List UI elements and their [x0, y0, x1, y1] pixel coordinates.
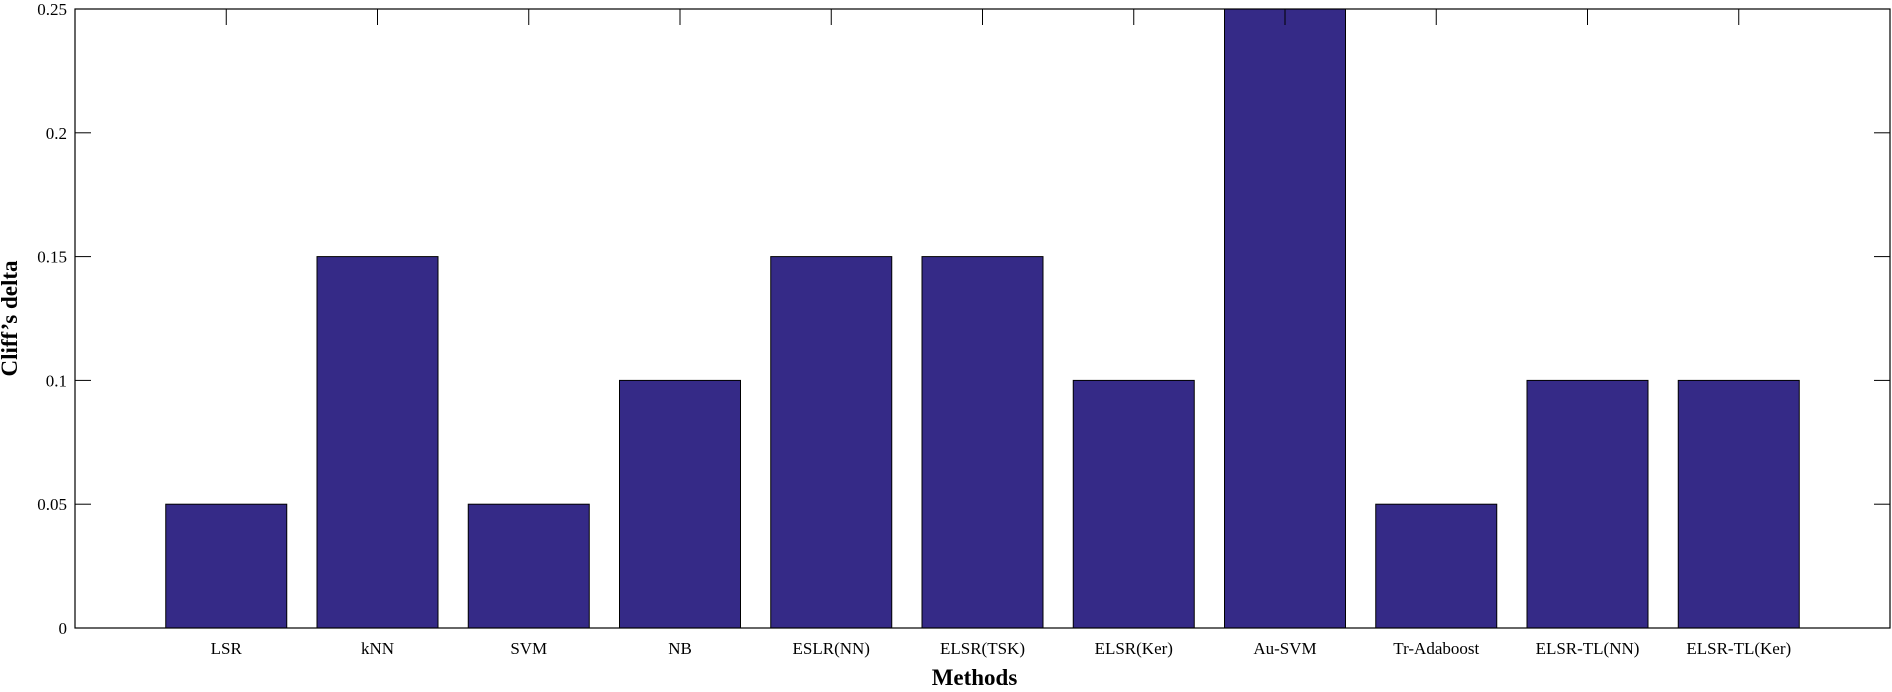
x-tick-label-10: ELSR-TL(Ker): [1686, 639, 1791, 658]
bar-0: [165, 503, 288, 629]
bar-2: [467, 503, 590, 629]
y-tick-label-2: 0.1: [46, 371, 67, 390]
x-tick-label-8: Tr-Adaboost: [1393, 639, 1479, 658]
x-tick-label-7: Au-SVM: [1253, 639, 1316, 658]
labels-layer: LSR kNN SVM NB ESLR(NN) ELSR(TSK) ELSR(Ker) Au-…: [37, 0, 1791, 658]
bar-8: [1375, 503, 1498, 629]
bar-5: [921, 256, 1044, 629]
bar-3: [619, 379, 741, 629]
y-tick-label-5: 0.25: [37, 0, 67, 19]
x-tick-label-1: kNN: [361, 639, 394, 658]
x-axis-title: Methods: [932, 665, 1018, 687]
x-tick-label-6: ELSR(Ker): [1095, 639, 1173, 658]
y-tick-label-4: 0.2: [46, 124, 67, 143]
bars-layer: [165, 8, 1800, 629]
y-tick-label-1: 0.05: [37, 495, 67, 514]
y-axis-title: Cliff’s delta: [0, 260, 22, 377]
bar-7: [1224, 8, 1346, 629]
x-tick-label-2: SVM: [510, 639, 547, 658]
plot-frame: [74, 8, 1891, 629]
bar-4: [770, 256, 893, 629]
x-tick-label-3: NB: [668, 639, 692, 658]
y-tick-label-3: 0.15: [37, 248, 67, 267]
bar-9: [1526, 379, 1649, 629]
x-tick-label-9: ELSR-TL(NN): [1536, 639, 1640, 658]
x-tick-label-5: ELSR(TSK): [940, 639, 1025, 658]
bar-6: [1072, 379, 1195, 629]
bar-1: [316, 256, 439, 629]
x-tick-label-4: ESLR(NN): [793, 639, 870, 658]
bar-10: [1677, 379, 1800, 629]
y-tick-label-0: 0: [59, 619, 68, 638]
x-tick-label-0: LSR: [211, 639, 243, 658]
